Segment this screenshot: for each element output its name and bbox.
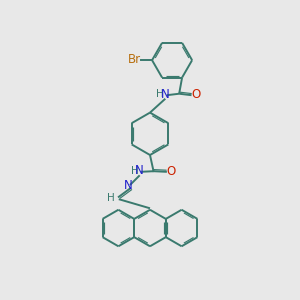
Text: Br: Br (128, 53, 141, 66)
Text: N: N (124, 179, 133, 192)
Text: O: O (166, 165, 175, 178)
Text: H: H (131, 166, 139, 176)
Text: N: N (135, 164, 144, 177)
Text: N: N (161, 88, 170, 101)
Text: O: O (192, 88, 201, 101)
Text: H: H (107, 193, 114, 203)
Text: H: H (156, 89, 164, 99)
